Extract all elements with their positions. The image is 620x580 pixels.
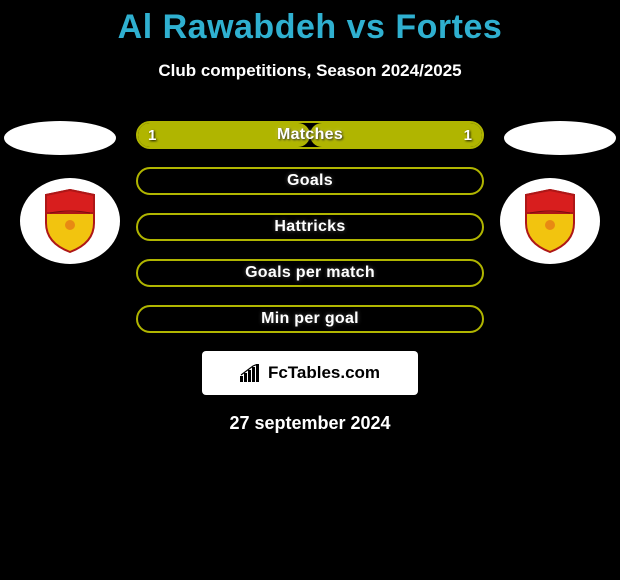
stat-row: Goals xyxy=(136,167,484,195)
stat-label: Goals per match xyxy=(138,261,482,285)
subtitle: Club competitions, Season 2024/2025 xyxy=(0,61,620,81)
player-b-name: Fortes xyxy=(395,8,502,46)
page-title: Al Rawabdeh vs Fortes xyxy=(0,0,620,47)
stat-label: Hattricks xyxy=(138,215,482,239)
stat-value-right: 1 xyxy=(464,123,472,147)
stat-row: Goals per match xyxy=(136,259,484,287)
stat-row: Hattricks xyxy=(136,213,484,241)
stat-row: Min per goal xyxy=(136,305,484,333)
stat-label: Matches xyxy=(138,123,482,147)
comparison-infographic: Al Rawabdeh vs Fortes Club competitions,… xyxy=(0,0,620,580)
title-vs: vs xyxy=(347,8,386,46)
stat-label: Goals xyxy=(138,169,482,193)
stat-label: Min per goal xyxy=(138,307,482,331)
branding-box: FcTables.com xyxy=(202,351,418,395)
date-text: 27 september 2024 xyxy=(0,413,620,434)
player-a-name: Al Rawabdeh xyxy=(118,8,337,46)
branding-text: FcTables.com xyxy=(268,363,380,383)
stat-row: Matches1 1 xyxy=(136,121,484,149)
stats-list: Matches1 1 Goals Hattricks Goals per match Mi… xyxy=(0,121,620,333)
bar-chart-icon xyxy=(240,364,262,382)
stat-value-left: 1 xyxy=(148,123,156,147)
